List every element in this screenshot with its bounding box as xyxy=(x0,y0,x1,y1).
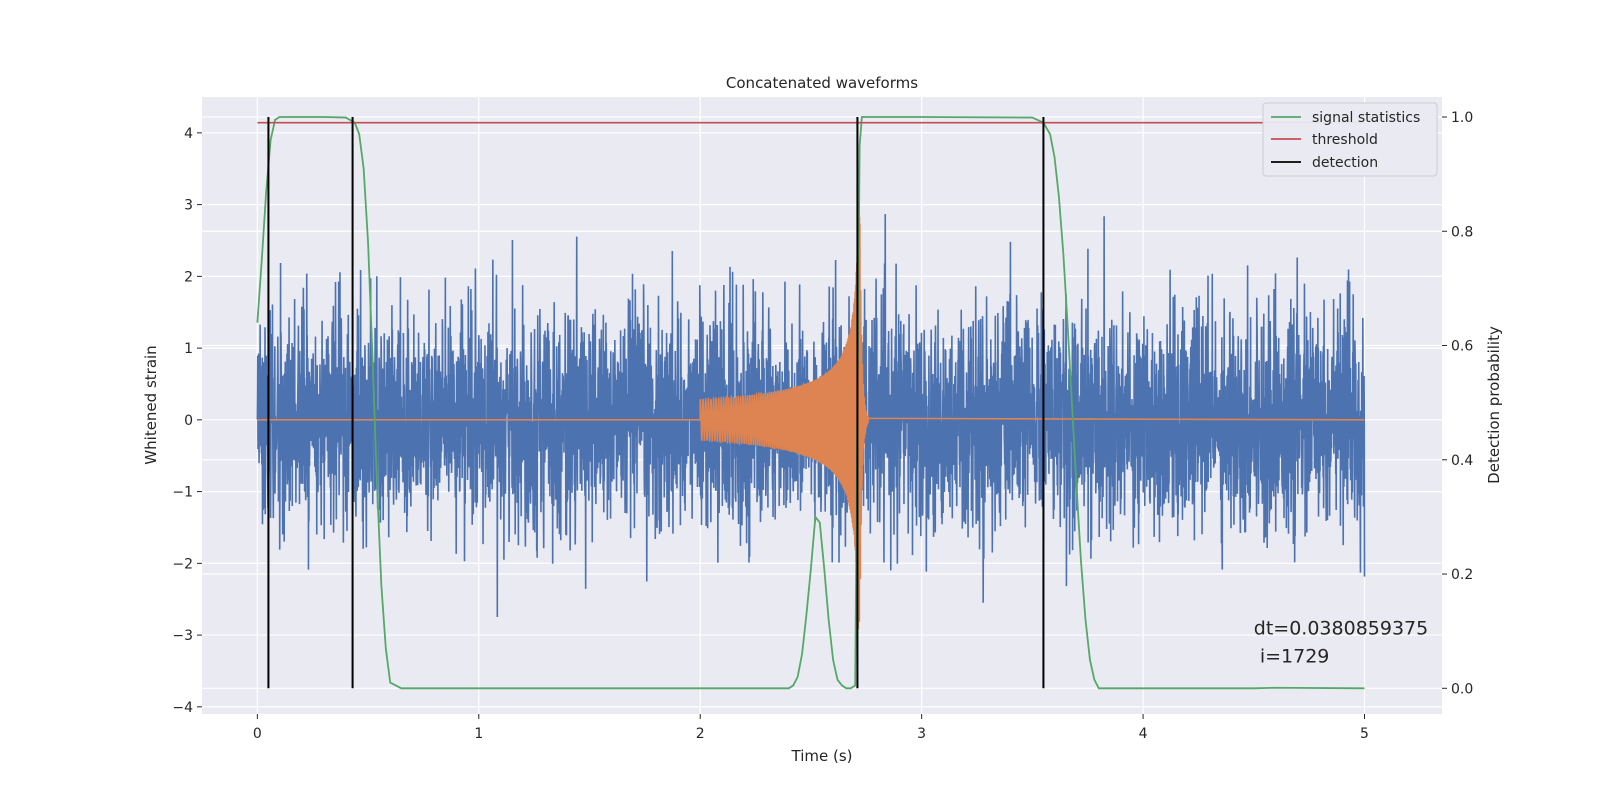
y2-tick-label: 0.4 xyxy=(1451,453,1473,469)
signal-statistics-line xyxy=(256,116,1365,690)
y-tick-label: 3 xyxy=(184,198,193,214)
x-tick-label: 5 xyxy=(1360,726,1369,742)
x-tick-label: 0 xyxy=(253,726,262,742)
y-tick-label: −1 xyxy=(172,485,193,501)
ticks: 0 1 2 3 4 5 −4 −3 −2 −1 0 1 2 3 4 0.0 0.2 0.4 0.6 0.8 1.0 xyxy=(172,110,1473,742)
x-tick-label: 1 xyxy=(474,726,483,742)
y2-tick-label: 1.0 xyxy=(1451,110,1473,126)
y-tick-label: 4 xyxy=(184,126,193,142)
y-tick-label: −4 xyxy=(172,700,193,716)
annotation-index: i=1729 xyxy=(1254,645,1330,667)
x-tick-label: 4 xyxy=(1139,726,1148,742)
x-axis-label: Time (s) xyxy=(791,747,853,765)
legend-label-detection: detection xyxy=(1312,155,1378,171)
legend-label-signal-statistics: signal statistics xyxy=(1312,110,1420,126)
template-line xyxy=(257,197,1365,630)
annotation-dt: dt=0.0380859375 xyxy=(1254,617,1428,639)
chart-title: Concatenated waveforms xyxy=(726,74,918,92)
y2-tick-label: 0.0 xyxy=(1451,681,1473,697)
y-tick-label: 0 xyxy=(184,413,193,429)
y-tick-label: −2 xyxy=(172,556,193,572)
x-tick-label: 3 xyxy=(917,726,926,742)
legend: signal statistics threshold detection xyxy=(1262,102,1438,177)
y-tick-label: 2 xyxy=(184,269,193,285)
detection-series xyxy=(267,116,1045,689)
x-tick-label: 2 xyxy=(696,726,705,742)
waveform-template-series xyxy=(257,197,1365,630)
y2-axis-label: Detection probability xyxy=(1485,326,1503,484)
y-tick-label: 1 xyxy=(184,341,193,357)
legend-box xyxy=(1262,102,1438,177)
y-tick-label: −3 xyxy=(172,628,193,644)
signal-statistics-series xyxy=(256,116,1365,690)
y2-tick-label: 0.2 xyxy=(1451,567,1473,583)
y2-tick-label: 0.8 xyxy=(1451,224,1473,240)
y2-tick-label: 0.6 xyxy=(1451,339,1473,355)
legend-label-threshold: threshold xyxy=(1312,132,1378,148)
y-axis-label: Whitened strain xyxy=(142,345,160,464)
